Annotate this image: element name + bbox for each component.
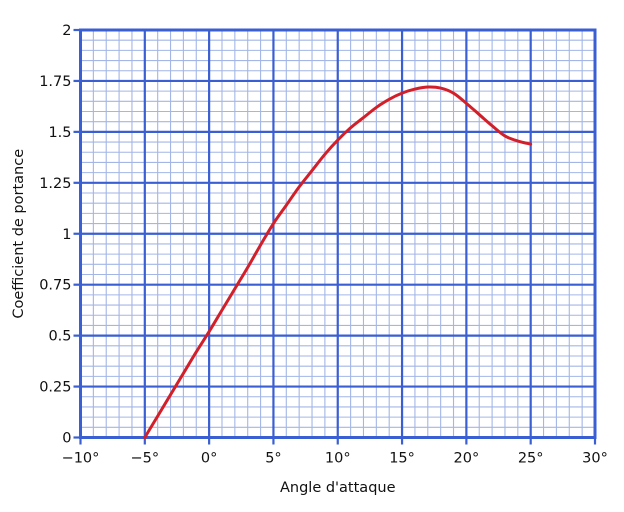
y-tick-label: 0.25 (39, 380, 71, 396)
x-tick-label: 5° (265, 451, 281, 467)
x-tick-labels: −10° −5° 0° 5° 10° 15° 20° 25° 30° (62, 451, 608, 467)
y-tick-label: 1.75 (39, 74, 71, 90)
x-tick-label: 20° (454, 451, 480, 467)
y-tick-label: 0.5 (48, 329, 71, 345)
y-tick-label: 0.75 (39, 278, 71, 294)
y-tick-label: 2 (62, 23, 71, 39)
x-tick-label: −5° (131, 451, 160, 467)
y-tick-labels: 0 0.25 0.5 0.75 1 1.25 1.5 1.75 2 (39, 23, 71, 447)
axis-tick-marks (73, 28, 597, 445)
x-tick-label: −10° (62, 451, 100, 467)
x-tick-label: 25° (518, 451, 544, 467)
x-tick-label: 10° (325, 451, 351, 467)
x-axis-title: Angle d'attaque (280, 480, 396, 496)
y-tick-label: 0 (62, 431, 71, 447)
x-tick-label: 30° (582, 451, 608, 467)
lift-curve (143, 85, 533, 439)
y-tick-label: 1.25 (39, 176, 71, 192)
y-tick-label: 1.5 (48, 125, 71, 141)
plot-border (79, 28, 597, 439)
x-tick-label: 0° (201, 451, 217, 467)
y-axis-title: Coefficient de portance (11, 149, 27, 319)
y-tick-label: 1 (62, 227, 71, 243)
x-tick-label: 15° (389, 451, 415, 467)
